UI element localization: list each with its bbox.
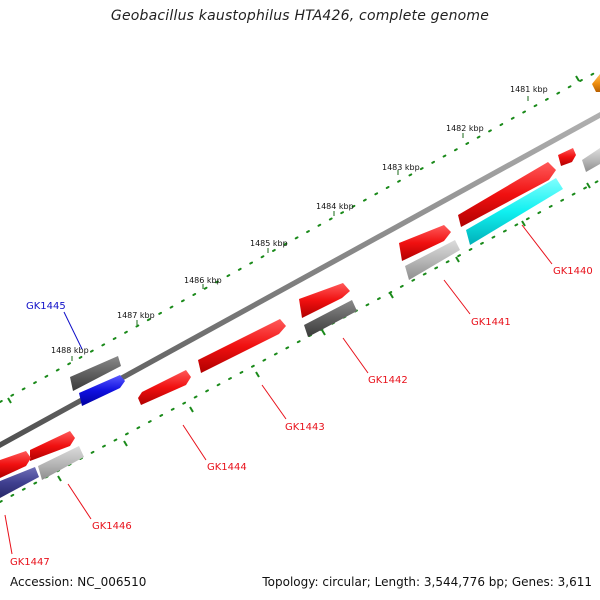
reverse-strand-genes xyxy=(0,148,600,498)
kbp-ticks: 1481 kbp 1482 kbp 1483 kbp 1484 kbp 1485… xyxy=(51,85,548,361)
tick-label: 1488 kbp xyxy=(51,346,89,355)
tick-1484: 1484 kbp xyxy=(316,202,354,216)
inner-track-ticks xyxy=(57,182,591,482)
tick-1483: 1483 kbp xyxy=(382,163,420,175)
tick-label: 1481 kbp xyxy=(510,85,548,94)
tick-label: 1486 kbp xyxy=(184,276,222,285)
inner-tick-track xyxy=(0,179,600,503)
gene-labels: GK1440 GK1441 GK1442 GK1443 GK1444 GK144… xyxy=(10,266,593,568)
genome-summary-text: Topology: circular; Length: 3,544,776 bp… xyxy=(262,575,592,589)
outer-tick-track xyxy=(0,69,600,403)
tick-label: 1485 kbp xyxy=(250,239,288,248)
label-gk1441[interactable]: GK1441 xyxy=(471,317,511,328)
label-leaders xyxy=(4,224,553,555)
gene-gk1440-arrow[interactable] xyxy=(458,162,556,227)
gene-small-red-arrow[interactable] xyxy=(558,148,576,166)
tick-label: 1483 kbp xyxy=(382,163,420,172)
gene-gk1441-grey[interactable] xyxy=(405,240,460,280)
tick-1486: 1486 kbp xyxy=(184,276,222,289)
tick-label: 1484 kbp xyxy=(316,202,354,211)
genome-backbone xyxy=(0,112,600,448)
tick-label: 1482 kbp xyxy=(446,124,484,133)
tick-1481: 1481 kbp xyxy=(510,85,548,101)
tick-label: 1487 kbp xyxy=(117,311,155,320)
tick-1488: 1488 kbp xyxy=(51,346,89,361)
accession-text: Accession: NC_006510 xyxy=(10,575,147,589)
label-gk1440[interactable]: GK1440 xyxy=(553,266,593,277)
label-gk1444[interactable]: GK1444 xyxy=(207,462,247,473)
gene-gk1445-blue[interactable] xyxy=(79,375,125,406)
gene-gk1441-arrow[interactable] xyxy=(399,225,451,261)
gene-gk1444-arrow[interactable] xyxy=(138,370,191,405)
gene-gk1445-grey[interactable] xyxy=(70,356,121,391)
genome-title: Geobacillus kaustophilus HTA426, complet… xyxy=(110,8,490,24)
tick-1482: 1482 kbp xyxy=(446,124,484,138)
label-gk1442[interactable]: GK1442 xyxy=(368,375,408,386)
gene-gk1447-arrow[interactable] xyxy=(0,451,31,478)
label-gk1447[interactable]: GK1447 xyxy=(10,557,50,568)
tick-1487: 1487 kbp xyxy=(117,311,155,325)
gene-small-grey[interactable] xyxy=(582,148,600,172)
gene-gk1446-arrow[interactable] xyxy=(30,431,75,461)
label-gk1446[interactable]: GK1446 xyxy=(92,521,132,532)
forward-strand-genes xyxy=(0,74,600,478)
gene-gk1446-grey[interactable] xyxy=(38,446,84,480)
label-gk1445[interactable]: GK1445 xyxy=(26,301,66,312)
gene-orange-arrow[interactable] xyxy=(592,74,600,92)
gene-gk1443-arrow[interactable] xyxy=(198,319,286,373)
tick-1485: 1485 kbp xyxy=(250,239,288,253)
gene-gk1447-navy[interactable] xyxy=(0,467,39,498)
gene-gk1442-grey[interactable] xyxy=(304,300,357,337)
label-gk1443[interactable]: GK1443 xyxy=(285,422,325,433)
gene-gk1442-arrow[interactable] xyxy=(299,283,350,318)
outer-track-ticks xyxy=(7,75,580,404)
gene-gk1440-cyan[interactable] xyxy=(466,178,563,245)
